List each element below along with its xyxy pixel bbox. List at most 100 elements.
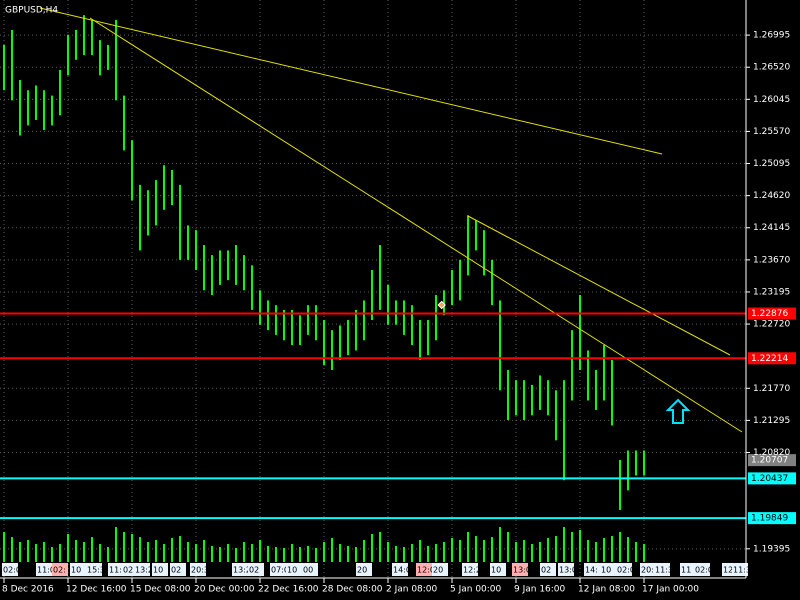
volume-bar [411, 544, 413, 562]
volume-bar [155, 540, 157, 562]
volume-bar [627, 537, 629, 562]
time-label-box [302, 563, 318, 576]
volume-bar [379, 532, 381, 562]
time-label: 13:2 [233, 566, 251, 575]
y-tick-label: 1.26520 [753, 63, 790, 73]
volume-bar [51, 547, 53, 562]
y-tick-label: 1.24620 [753, 191, 790, 201]
volume-bar [123, 532, 125, 562]
time-label-box [70, 563, 86, 576]
volume-bar [243, 542, 245, 562]
time-label-box [2, 563, 18, 576]
current-price-box [748, 454, 796, 467]
time-label: 11:0 [37, 566, 55, 575]
level-label-box [748, 352, 796, 365]
level-label: 1.20437 [751, 474, 788, 484]
volume-bar [187, 542, 189, 562]
y-tick-label: 1.23195 [753, 287, 790, 297]
volume-bar [339, 544, 341, 562]
levels: 1.22876 1.22214 1.20437 1.19849 1.20707 [0, 307, 796, 525]
level-label-box [748, 307, 796, 320]
volume-bar [483, 540, 485, 562]
volume-bar [355, 547, 357, 562]
volume-bar [387, 542, 389, 562]
time-label-box [584, 563, 600, 576]
volume-bar [203, 540, 205, 562]
volume-bar [451, 538, 453, 562]
time-label: 02 [171, 566, 181, 575]
trendline [39, 7, 663, 155]
volumes [3, 527, 645, 562]
time-label-box [52, 563, 68, 576]
volume-bar [579, 530, 581, 562]
volume-bar [27, 540, 29, 562]
volume-bar [179, 536, 181, 562]
volume-bar [395, 546, 397, 562]
time-label: 20: [641, 566, 654, 575]
time-label: 02 [123, 566, 133, 575]
volume-bar [603, 538, 605, 562]
current-price-label: 1.20707 [751, 456, 788, 466]
level-label: 1.19849 [751, 514, 788, 524]
time-label: 15:3 [87, 566, 105, 575]
time-label-box [392, 563, 408, 576]
volume-bar [643, 544, 645, 562]
time-label: 02 [541, 566, 551, 575]
volume-bar [83, 542, 85, 562]
time-label-box [286, 563, 302, 576]
axes: 1.26995 1.26520 1.26045 1.25570 1.25095 1.246… [2, 31, 790, 595]
time-label: 02:00 [3, 566, 26, 575]
time-label-box [732, 563, 748, 576]
volume-bar [403, 547, 405, 562]
time-label-box [152, 563, 168, 576]
volume-bar [499, 527, 501, 562]
time-label-box [654, 563, 670, 576]
time-label: 20:30 [191, 566, 214, 575]
volume-bar [427, 546, 429, 562]
y-tick-label: 1.19395 [753, 544, 790, 554]
volume-bar [571, 532, 573, 562]
level-label-box [748, 472, 796, 485]
volume-bar [163, 544, 165, 562]
volume-bar [275, 547, 277, 562]
volume-bar [43, 542, 45, 562]
volume-bar [563, 527, 565, 562]
time-label: 12 [723, 566, 733, 575]
volume-bar [491, 537, 493, 562]
volume-bar [195, 544, 197, 562]
x-tick-label: 12 Jan 08:00 [578, 585, 635, 595]
time-label-box [540, 563, 556, 576]
volume-bar [531, 544, 533, 562]
time-label-box [86, 563, 102, 576]
chart-title: GBPUSD,H4 [5, 6, 58, 16]
trendlines [39, 7, 743, 433]
volume-bar [507, 532, 509, 562]
time-label: 11 [681, 566, 691, 575]
volume-bar [299, 547, 301, 562]
volume-bar [267, 546, 269, 562]
time-label-box [694, 563, 710, 576]
time-labels: 02:00 11:002: 10 15:3 11:002 13:2 10 02 20:30 13:… [2, 563, 756, 576]
time-label: 10 [601, 566, 611, 575]
time-label: 14:0 [393, 566, 411, 575]
volume-bar [443, 542, 445, 562]
time-label: 00 [303, 566, 313, 575]
time-label-box [270, 563, 286, 576]
volume-bar [75, 540, 77, 562]
time-label: 20 [357, 566, 367, 575]
volume-bar [3, 532, 5, 562]
time-label-box [558, 563, 574, 576]
volume-bar [331, 538, 333, 562]
time-label: 12:00 [417, 566, 440, 575]
time-label-box [356, 563, 372, 576]
volume-bar [467, 532, 469, 562]
time-label-box [248, 563, 264, 576]
volume-bar [555, 536, 557, 562]
time-label-box [512, 563, 528, 576]
volume-bar [139, 537, 141, 562]
time-label: 02:0 [617, 566, 635, 575]
volume-bar [619, 532, 621, 562]
volume-bar [587, 540, 589, 562]
